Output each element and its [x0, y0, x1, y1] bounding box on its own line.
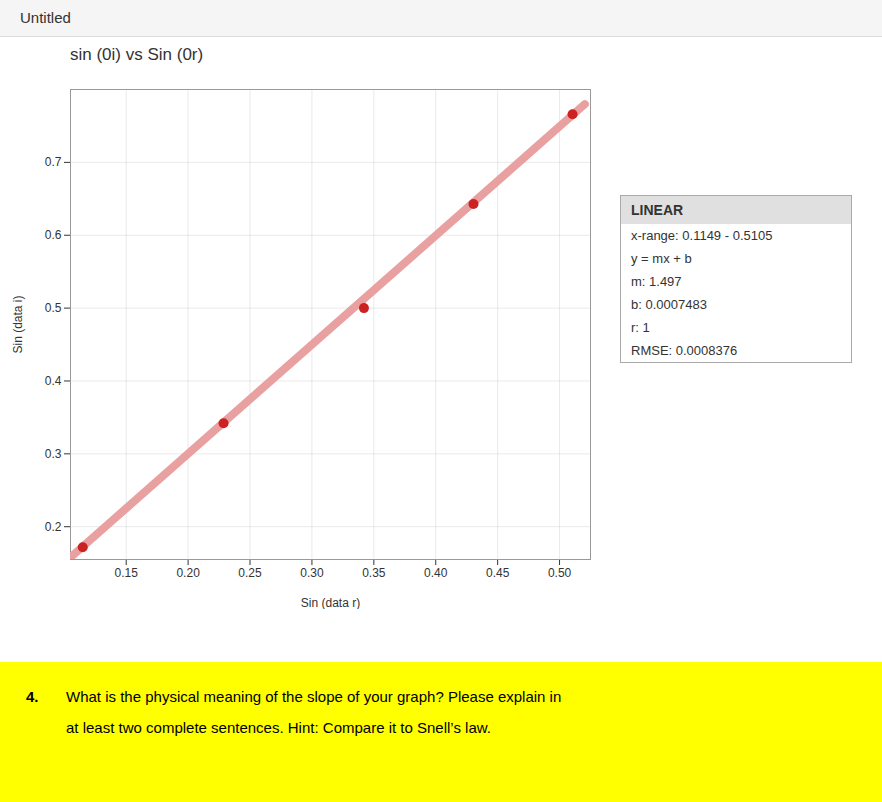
html-text:m: 1.497: m: 1.497 [631, 274, 682, 289]
html-text:4.: 4. [26, 688, 39, 705]
html-text:Untitled: Untitled [20, 9, 71, 26]
html-text:sin (0i) vs Sin (0r): sin (0i) vs Sin (0r) [70, 45, 204, 64]
svg-text:0.35: 0.35 [362, 566, 386, 580]
svg-text:0.5: 0.5 [45, 301, 62, 315]
html-text:What is the physical meaning o: What is the physical meaning of the slop… [66, 688, 562, 705]
svg-text:Sin (data i): Sin (data i) [11, 295, 25, 353]
html-text:x-range: 0.1149 - 0.5105: x-range: 0.1149 - 0.5105 [631, 228, 773, 243]
svg-text:0.3: 0.3 [45, 447, 62, 461]
svg-text:0.7: 0.7 [45, 155, 62, 169]
svg-text:0.15: 0.15 [115, 566, 139, 580]
svg-text:0.4: 0.4 [45, 374, 62, 388]
html-text:LINEAR: LINEAR [631, 202, 684, 218]
svg-text:0.20: 0.20 [176, 566, 200, 580]
html-text:RMSE: 0.0008376: RMSE: 0.0008376 [631, 343, 738, 358]
svg-text:0.45: 0.45 [486, 566, 510, 580]
html-text:at least two complete sentence: at least two complete sentences. Hint: C… [66, 719, 491, 736]
html-text:y = mx + b: y = mx + b [631, 251, 692, 266]
svg-text:0.2: 0.2 [45, 520, 62, 534]
svg-text:0.50: 0.50 [548, 566, 572, 580]
html-text:r: 1: r: 1 [631, 320, 650, 335]
svg-text:0.30: 0.30 [300, 566, 324, 580]
svg-text:0.6: 0.6 [45, 228, 62, 242]
html-text:b: 0.0007483: b: 0.0007483 [631, 297, 707, 312]
svg-text:0.40: 0.40 [424, 566, 448, 580]
svg-text:Sin (data r): Sin (data r) [301, 596, 360, 610]
svg-text:0.25: 0.25 [238, 566, 262, 580]
